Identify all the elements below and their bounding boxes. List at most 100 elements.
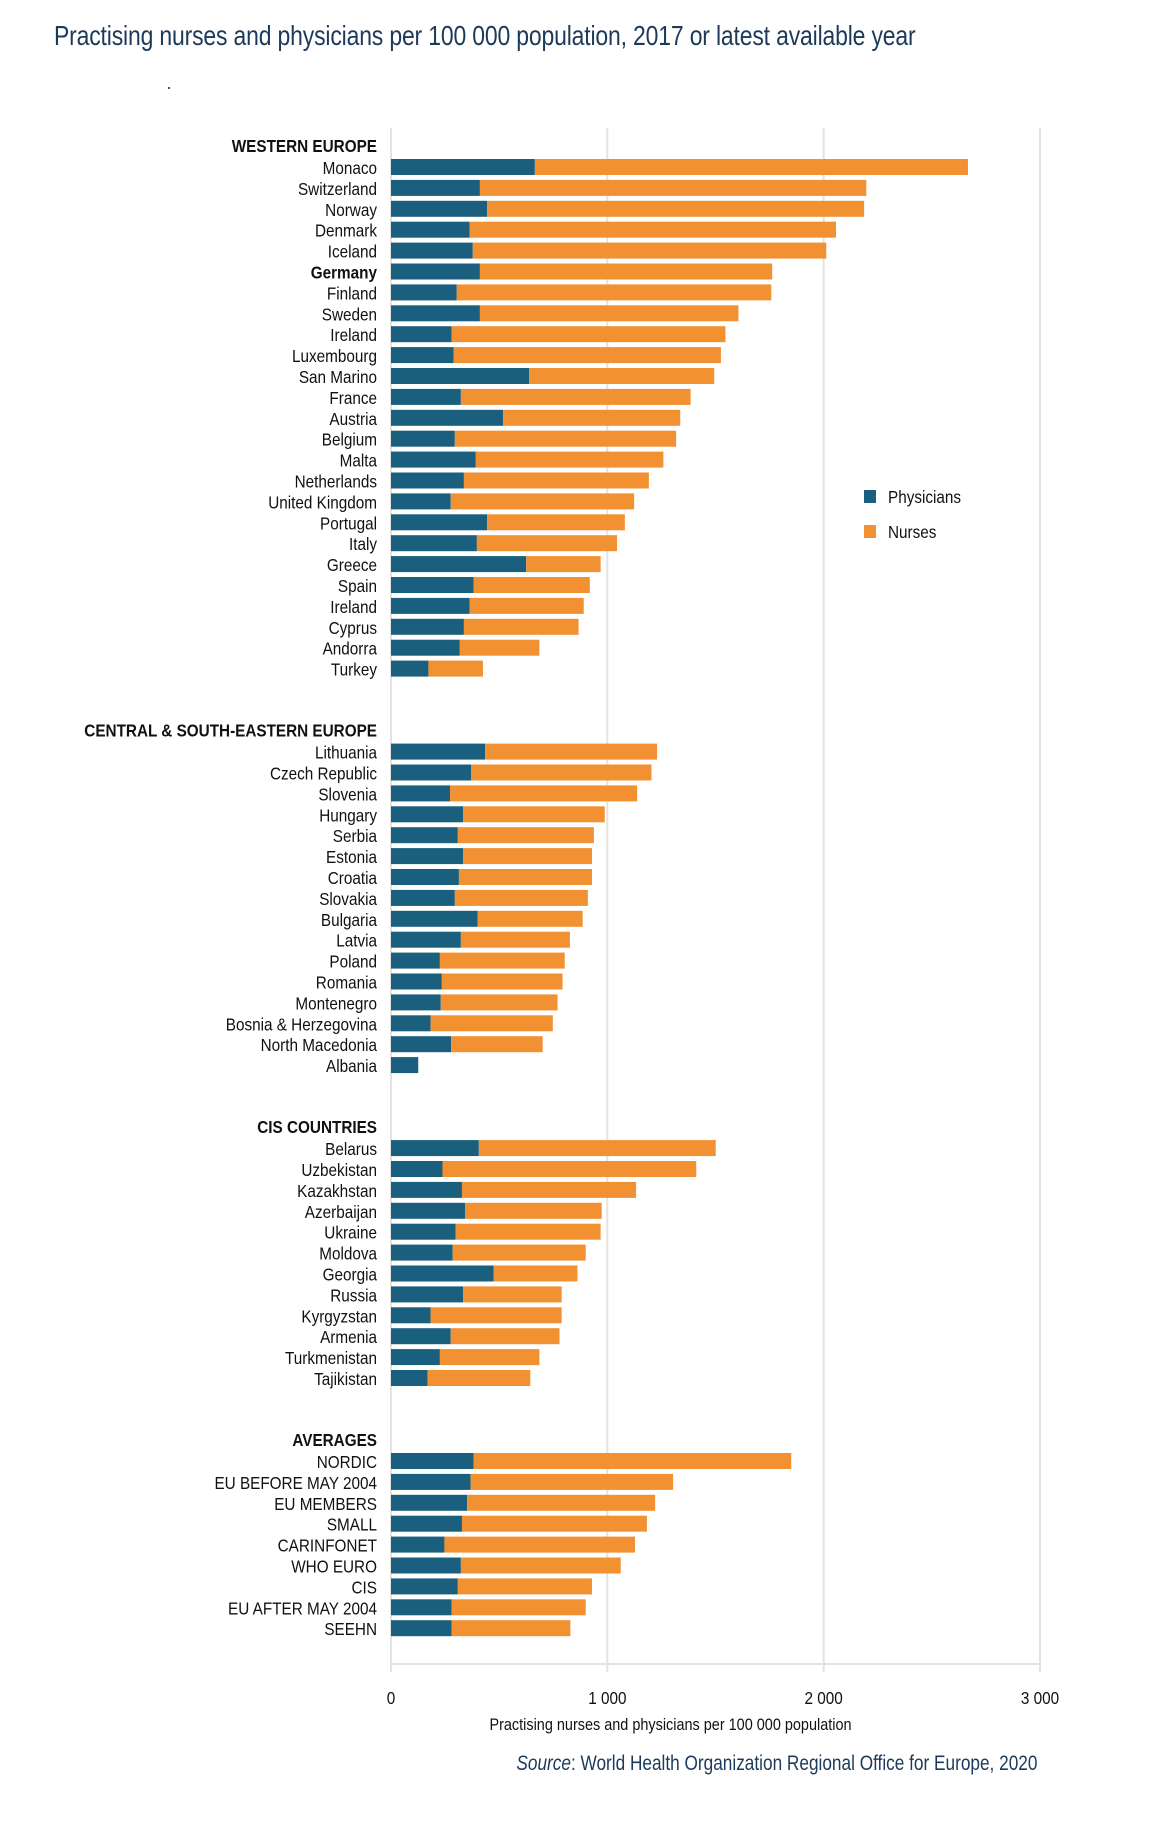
- bar-physicians: [391, 284, 457, 301]
- bar-nurses: [473, 1453, 792, 1469]
- category-label: Armenia: [320, 1327, 378, 1347]
- bar-nurses: [463, 472, 649, 489]
- category-label: Luxembourg: [292, 346, 377, 366]
- bar-nurses: [457, 1578, 592, 1595]
- bars: [391, 159, 968, 1637]
- bar-physicians: [391, 1578, 458, 1595]
- bar-physicians: [391, 326, 452, 343]
- category-label: Belarus: [325, 1139, 377, 1159]
- bar-physicians: [391, 535, 477, 552]
- bar-nurses: [428, 660, 483, 677]
- bar-physicians: [391, 1181, 462, 1198]
- bar-physicians: [391, 973, 442, 990]
- category-label: Austria: [329, 409, 377, 429]
- bar-physicians: [391, 1599, 452, 1616]
- source-text: : World Health Organization Regional Off…: [570, 1752, 1037, 1775]
- source-note: Source: World Health Organization Region…: [516, 1752, 1037, 1776]
- category-label: Poland: [329, 951, 377, 971]
- source-prefix: Source: [515, 1752, 571, 1775]
- bar-physicians: [391, 1140, 479, 1157]
- bar-nurses: [529, 368, 715, 384]
- category-label: Malta: [340, 450, 378, 470]
- bar-nurses: [460, 388, 691, 405]
- bar-nurses: [430, 1015, 553, 1032]
- category-label: Denmark: [315, 221, 378, 241]
- category-label: France: [329, 388, 377, 408]
- category-label: Estonia: [326, 847, 378, 867]
- bar-physicians: [391, 179, 480, 196]
- category-label: Hungary: [319, 805, 377, 825]
- bar-nurses: [467, 1494, 656, 1511]
- bar-nurses: [463, 618, 579, 635]
- bar-physicians: [391, 785, 451, 802]
- bar-physicians: [391, 1223, 456, 1240]
- category-label: Belgium: [322, 430, 377, 450]
- bar-physicians: [391, 242, 473, 259]
- legend-label-physicians: Physicians: [888, 487, 961, 507]
- category-label: Montenegro: [295, 993, 377, 1013]
- bar-nurses: [439, 952, 565, 969]
- group-header: CIS COUNTRIES: [257, 1117, 377, 1137]
- bar-physicians: [391, 994, 441, 1011]
- category-label: Kyrgyzstan: [301, 1306, 377, 1326]
- bar-physicians: [391, 1557, 461, 1574]
- x-axis-title: Practising nurses and physicians per 100…: [489, 1716, 851, 1734]
- bar-physicians: [391, 221, 470, 238]
- legend: Physicians Nurses: [864, 487, 961, 542]
- bar-physicians: [391, 1536, 445, 1553]
- category-label: Portugal: [320, 513, 377, 533]
- category-label: Kazakhstan: [297, 1181, 377, 1201]
- x-tick-label: 3 000: [1021, 1688, 1059, 1708]
- bar-nurses: [479, 305, 739, 322]
- bar-physicians: [391, 577, 474, 593]
- category-label: SEEHN: [324, 1619, 377, 1639]
- category-label: Cyprus: [329, 618, 377, 638]
- bar-nurses: [478, 1140, 716, 1157]
- category-label: Azerbaijan: [305, 1202, 377, 1222]
- category-label: Georgia: [323, 1264, 378, 1284]
- category-label: Uzbekistan: [301, 1160, 377, 1180]
- bar-nurses: [451, 1620, 571, 1637]
- bar-nurses: [457, 827, 594, 844]
- bar-nurses: [460, 1557, 621, 1574]
- category-label: North Macedonia: [261, 1035, 378, 1055]
- bar-physicians: [391, 660, 429, 677]
- category-label: Ukraine: [324, 1223, 377, 1243]
- bar-nurses: [471, 764, 652, 781]
- bar-nurses: [442, 1161, 697, 1177]
- bar-physicians: [391, 388, 461, 405]
- category-label: San Marino: [299, 367, 377, 387]
- bar-nurses: [444, 1536, 636, 1553]
- bar-physicians: [391, 869, 459, 885]
- bar-physicians: [391, 1286, 464, 1303]
- bar-physicians: [391, 1057, 419, 1074]
- bar-nurses: [526, 556, 601, 573]
- bar-nurses: [485, 743, 658, 760]
- bar-nurses: [456, 284, 772, 301]
- bar-nurses: [470, 1473, 674, 1490]
- category-label: Moldova: [319, 1243, 377, 1263]
- bar-nurses: [454, 889, 588, 906]
- bar-physicians: [391, 743, 486, 760]
- category-label: Lithuania: [315, 742, 378, 762]
- group-header: WESTERN EUROPE: [232, 136, 377, 156]
- bar-nurses: [493, 1265, 578, 1282]
- category-label: Iceland: [328, 241, 377, 261]
- bar-physicians: [391, 1370, 428, 1386]
- category-label: Monaco: [323, 158, 377, 178]
- bar-physicians: [391, 764, 472, 781]
- bar-nurses: [455, 1223, 601, 1240]
- bar-nurses: [487, 514, 625, 531]
- category-label: Switzerland: [298, 179, 377, 199]
- bar-physicians: [391, 368, 530, 384]
- category-label: EU AFTER MAY 2004: [228, 1598, 377, 1618]
- bar-physicians: [391, 1161, 443, 1177]
- bar-physicians: [391, 556, 527, 573]
- bar-nurses: [450, 785, 638, 802]
- bar-nurses: [473, 577, 590, 593]
- bar-nurses: [487, 200, 865, 217]
- bar-physicians: [391, 1620, 452, 1637]
- category-label: CIS: [352, 1577, 377, 1597]
- category-label: Tajikistan: [314, 1369, 377, 1389]
